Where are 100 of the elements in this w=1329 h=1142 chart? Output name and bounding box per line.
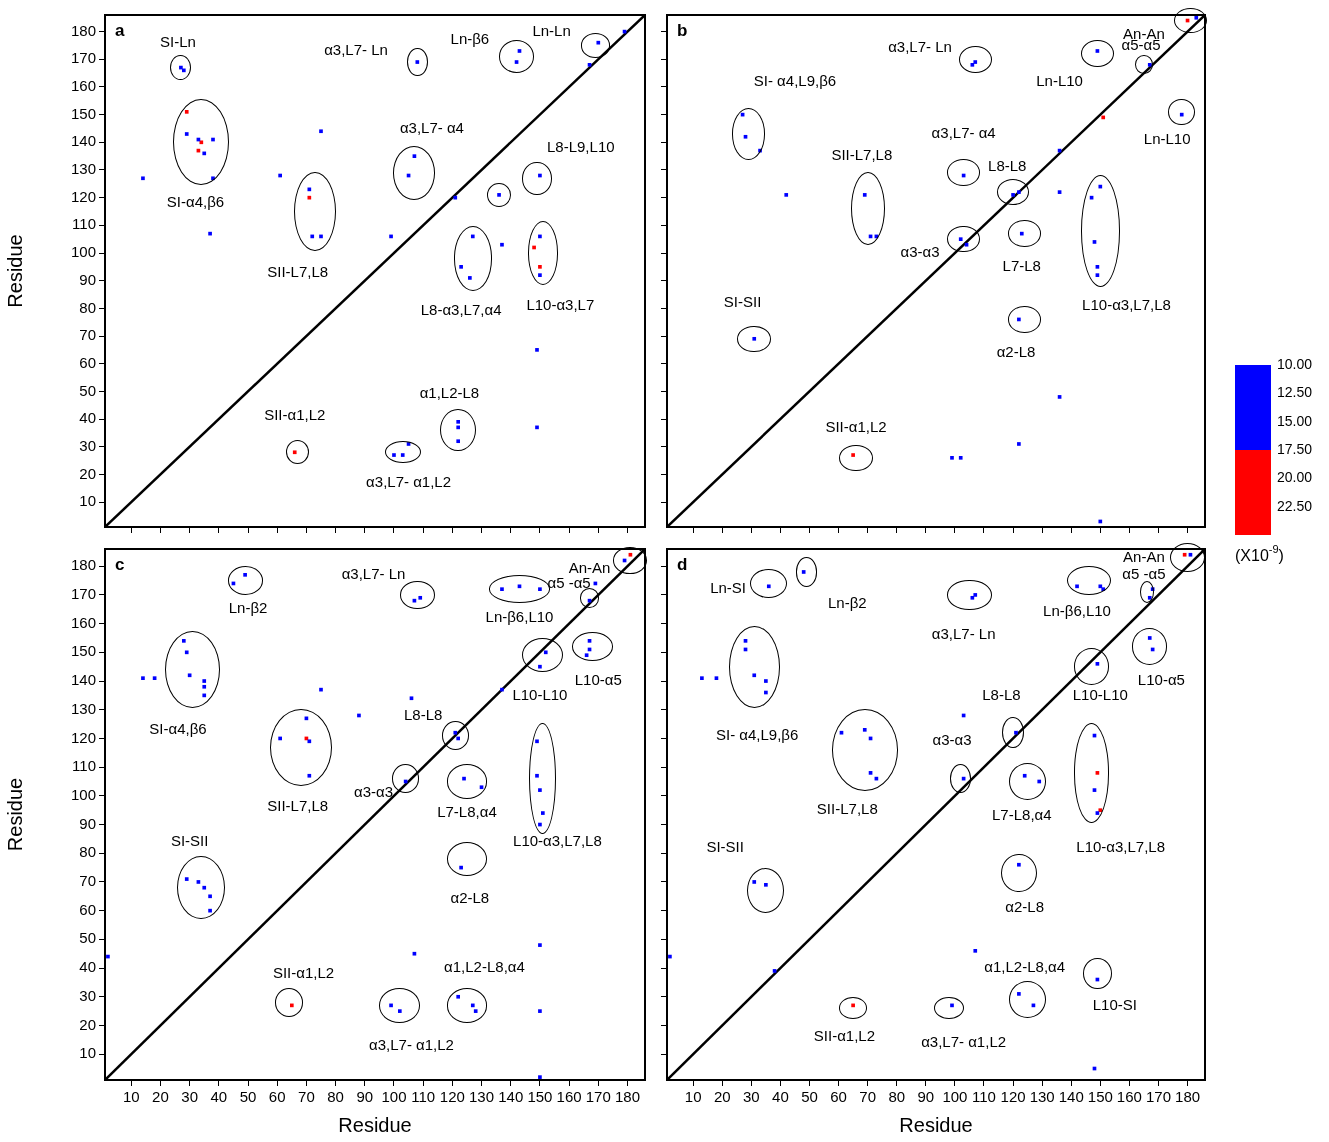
point [538,587,542,592]
x-tick-label: 10 [122,1088,140,1106]
x-tick-label: 30 [742,1088,760,1106]
x-tick-label: 20 [152,1088,169,1106]
point [958,455,963,460]
y-tick-label: 80 [79,298,96,316]
y-tick-label: 100 [70,785,96,803]
y-tick-label: 120 [70,728,96,746]
x-tick-label: 40 [210,1088,228,1106]
annotation: SII-L7,L8 [267,262,329,280]
x-axis-title: Residue [338,1113,412,1136]
annotation: α1,L2-L8 [419,384,480,402]
x-tick-label: 130 [469,1088,495,1106]
x-tick-label: 180 [1175,1088,1201,1106]
point [538,273,542,277]
annotation: Ln-β2 [228,599,268,617]
point [538,943,542,947]
point [418,595,423,600]
annotation: Ln-L10 [1143,129,1191,147]
y-tick-label: 100 [70,243,96,261]
point [801,570,806,574]
y-tick-label: 150 [70,642,96,660]
y-tick-label: 30 [79,986,96,1004]
point [958,237,963,242]
y-tick-label: 140 [70,671,96,689]
y-tick-label: 20 [79,464,96,482]
x-tick-label: 50 [239,1088,257,1106]
annotation: L10-L10 [1072,685,1128,703]
annotation: SI-Ln [160,32,196,50]
y-tick-label: 180 [70,21,96,39]
annotation: Ln-β6,L10 [1043,602,1111,620]
x-tick-label: 120 [1000,1088,1026,1106]
y-tick-label: 130 [70,699,96,717]
y-tick-label: 70 [79,872,96,890]
point [319,129,323,134]
annotation: Ln-L10 [1036,71,1083,89]
y-tick-label: 130 [70,160,96,178]
color-bar-label: 12.50 [1277,384,1313,401]
annotation: L10-SI [1092,995,1137,1013]
annotation: Ln-SI [710,579,746,597]
annotation: SI-SII [723,292,762,310]
point [243,572,247,577]
point [535,773,539,778]
x-tick-label: 150 [527,1088,553,1106]
point [400,453,405,457]
x-tick-label: 170 [585,1088,611,1106]
point [456,439,461,444]
point [456,994,461,999]
x-tick-label: 70 [859,1088,876,1106]
point [141,676,145,680]
x-tick-label: 70 [298,1088,315,1106]
point [141,176,145,181]
y-tick-label: 160 [70,77,96,95]
point [752,673,757,678]
x-tick-label: 10 [684,1088,702,1106]
x-tick-label: 60 [268,1088,286,1106]
y-tick-label: 50 [79,381,96,399]
y-tick-label: 150 [70,104,96,122]
point [596,40,601,45]
point [764,882,768,887]
point [1022,773,1027,778]
y-tick-label: 110 [72,215,96,233]
y-tick-label: 180 [70,556,96,574]
annotation: α3,L7- Ln [888,38,952,56]
color-bar-label: 15.00 [1277,412,1313,429]
x-tick-label: 150 [1087,1088,1113,1106]
annotation: α2-L8 [450,889,490,907]
chart-title: d [677,554,688,574]
annotation: Ln-β6 [450,30,490,48]
annotation: L7-L8,α4 [992,806,1052,824]
annotation: α3-α3 [354,783,394,801]
point [851,453,855,457]
color-bar-label: 17.50 [1277,440,1313,457]
point [202,679,207,683]
annotation: L8-α3,L7,α4 [420,301,502,319]
x-tick-label: 140 [498,1088,524,1106]
point [1194,15,1199,20]
annotation: SII-α1,L2 [272,963,335,981]
chart-title: c [115,554,125,574]
x-tick-label: 40 [772,1088,789,1106]
point [1011,193,1015,197]
point [862,193,867,197]
annotation: SI- α4,L9,β6 [753,71,837,89]
annotation: SI-α4,β6 [166,193,225,211]
annotation: α1,L2-L8,α4 [444,958,525,976]
x-tick-label: 30 [181,1088,198,1106]
annotation: α3,L7- α1,L2 [366,472,452,490]
point [500,587,504,592]
point [752,880,757,884]
point [973,949,978,953]
x-tick-label: 100 [381,1088,407,1106]
point [538,1009,542,1013]
color-bar-label: 20.00 [1277,469,1313,486]
x-tick-label: 60 [830,1088,847,1106]
point [397,1009,402,1013]
annotation: L10-α3,L7,L8 [513,831,602,849]
annotation: α3-α3 [900,243,940,261]
y-tick-label: 170 [70,49,96,67]
point [184,110,189,114]
point [766,584,771,589]
